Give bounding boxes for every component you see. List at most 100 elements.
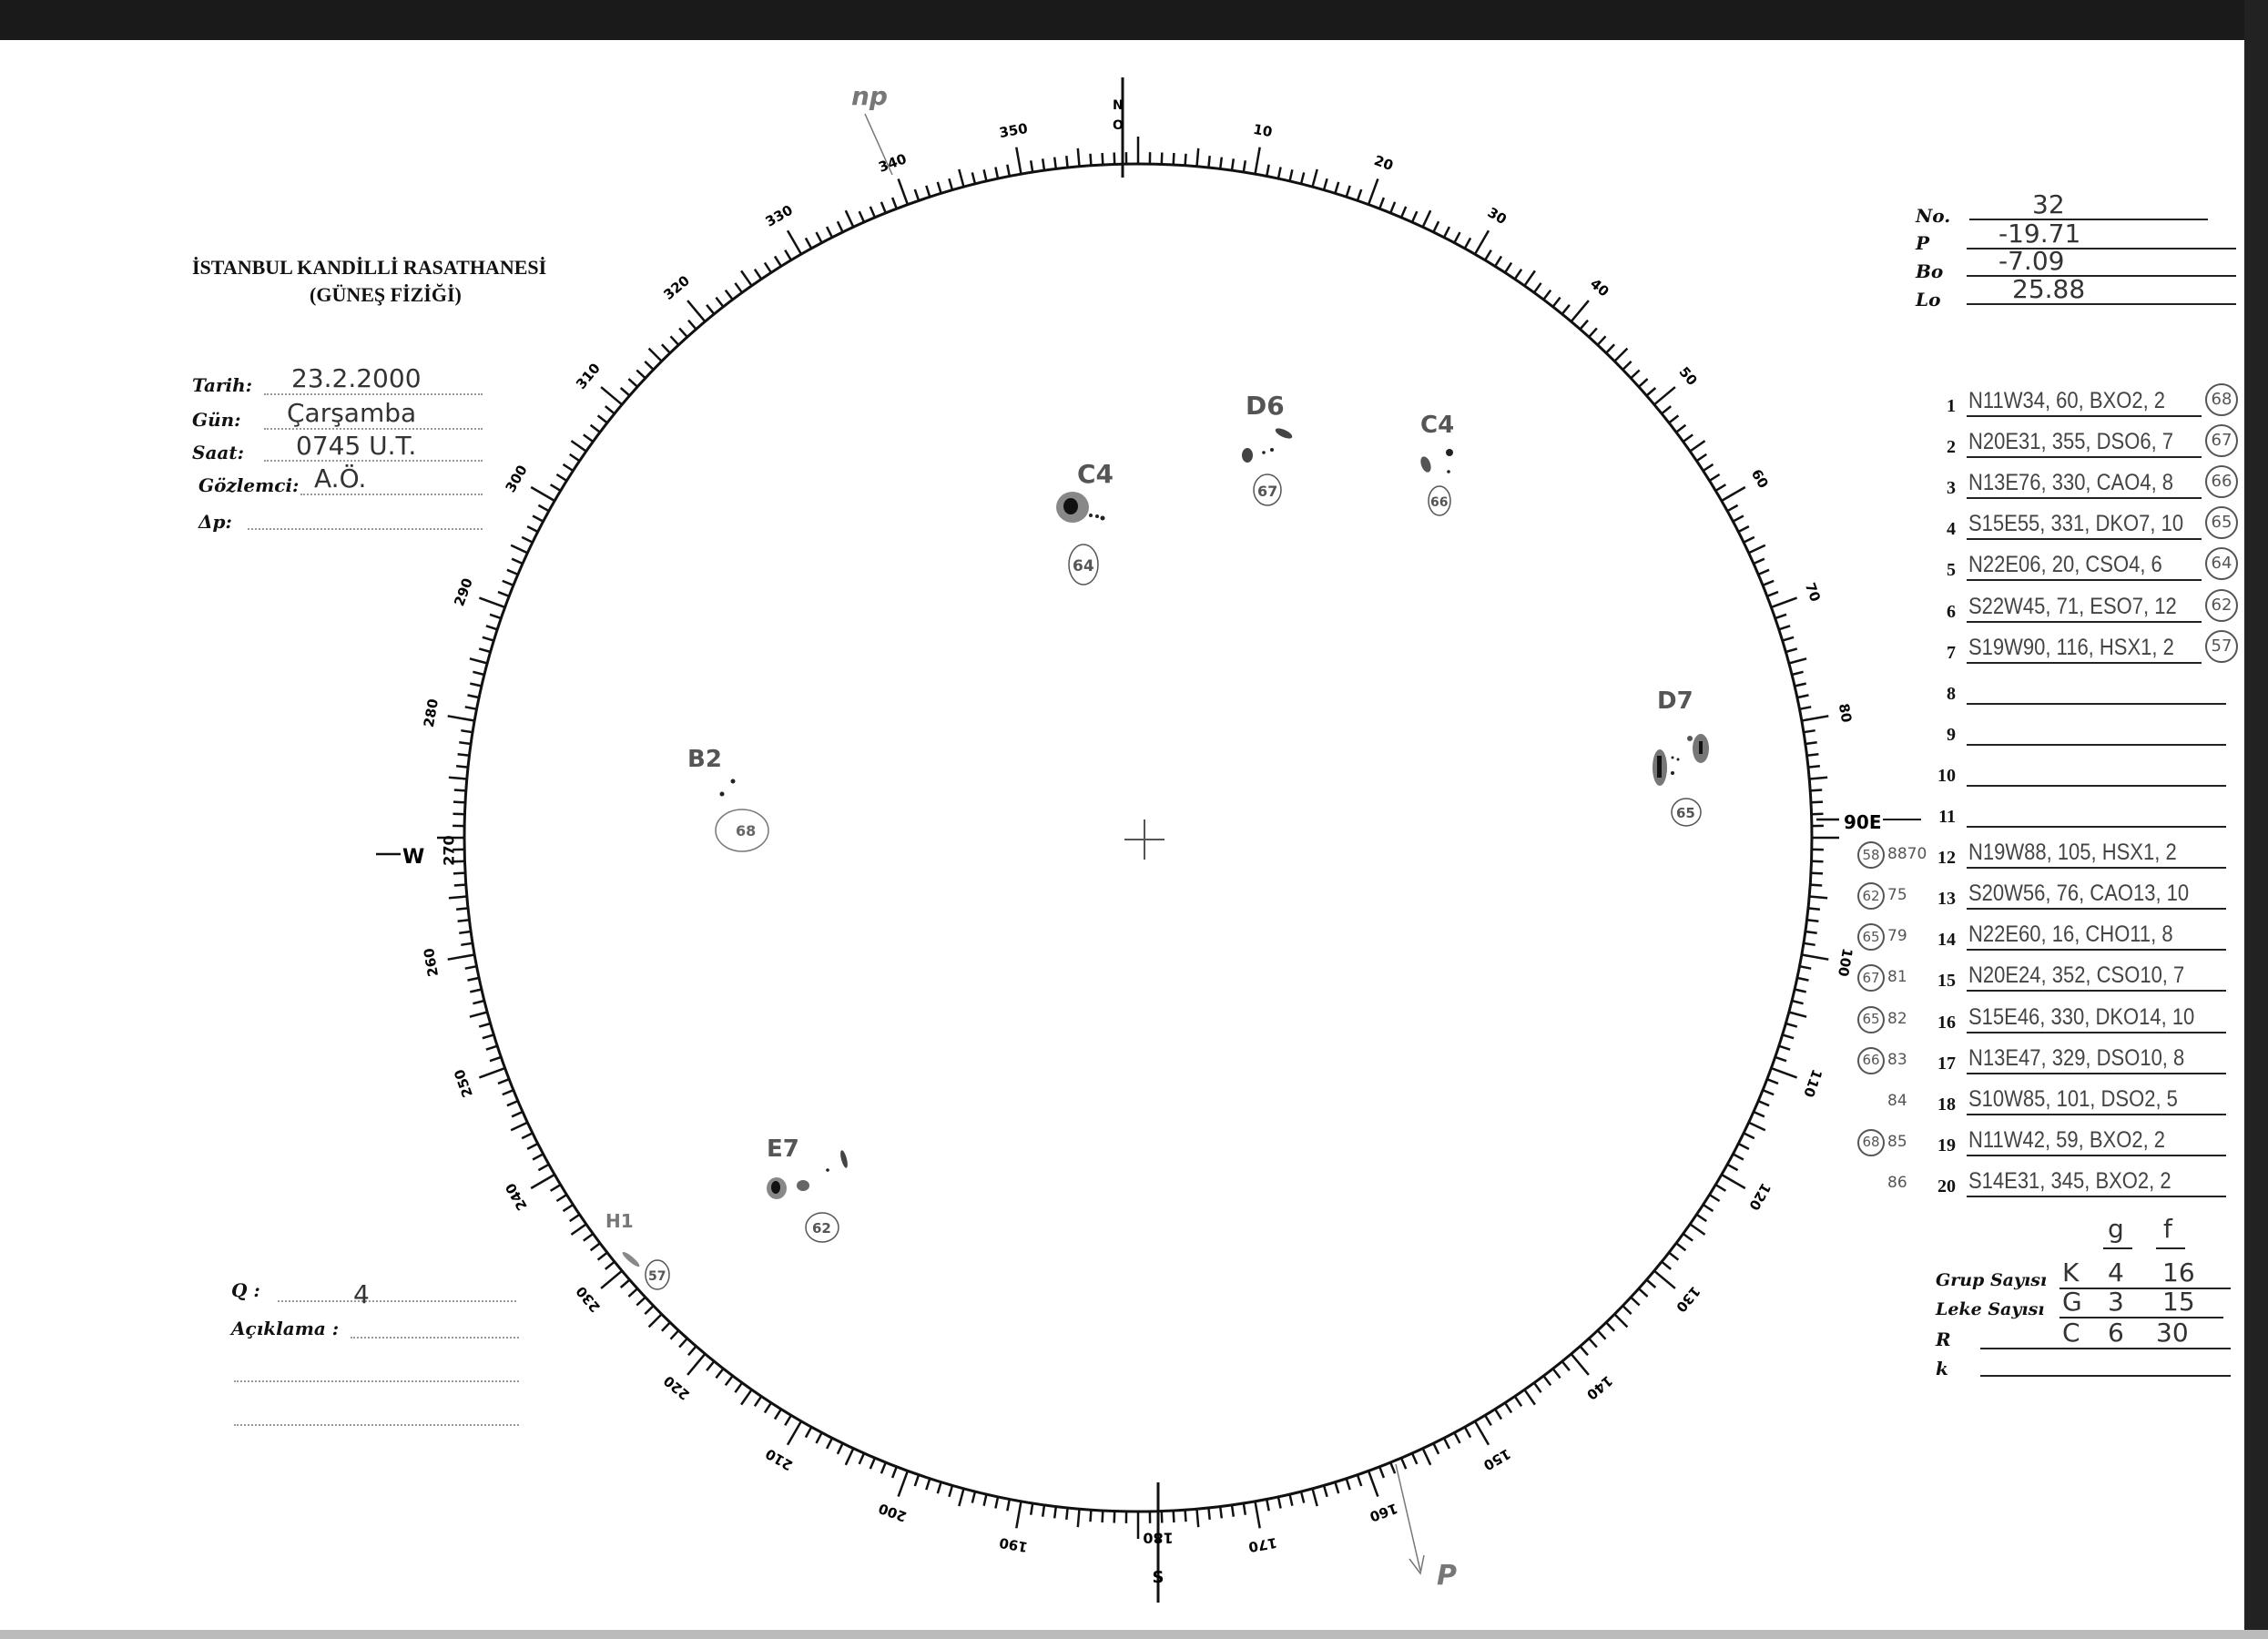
row-entry: S20W56, 76, CAO13, 10 — [1968, 881, 2190, 907]
row-line — [1967, 867, 2226, 870]
row-group-id-circle: 57 — [2205, 629, 2238, 663]
scan-border-bottom — [0, 1630, 2268, 1639]
p-line — [1967, 248, 2236, 249]
row-group-id-circle: 65 — [2205, 506, 2238, 540]
sunspot-pore — [1671, 771, 1674, 775]
group-type-label: C4 — [1077, 459, 1114, 489]
sunspot — [797, 1180, 809, 1191]
row-line — [1967, 949, 2226, 952]
group-id: 57 — [648, 1269, 666, 1284]
sunspot-pore — [1095, 514, 1099, 518]
row-line — [1967, 784, 2226, 787]
p-value: -19.71 — [1998, 219, 2081, 249]
r-g: 6 — [2108, 1318, 2124, 1348]
sunspot — [1420, 456, 1431, 473]
sunspot — [840, 1150, 848, 1168]
scale-label-160: 160 — [1368, 1500, 1400, 1525]
q-value: 4 — [353, 1279, 370, 1309]
row-entry: N20E31, 355, DSO6, 7 — [1968, 429, 2174, 455]
sunspot — [730, 779, 736, 784]
r-label: R — [1936, 1329, 1951, 1350]
p-axis-line — [1395, 1463, 1421, 1572]
leke-g: 3 — [2108, 1287, 2124, 1317]
group-id: 67 — [1257, 483, 1277, 500]
row-number: 11 — [1938, 807, 1956, 827]
saat-line — [264, 460, 483, 462]
row-number: 14 — [1937, 930, 1956, 951]
delta-p-line — [248, 528, 483, 530]
solar-limb — [463, 162, 1814, 1513]
row-entry: N13E76, 330, CAO4, 8 — [1968, 470, 2174, 496]
scale-label-240: 240 — [503, 1180, 531, 1213]
north-zero: O — [1113, 118, 1124, 133]
sunspot-group-b2-68: B2 68 — [687, 746, 769, 852]
scale-label-260: 260 — [421, 947, 442, 978]
tarih-label: Tarih: — [192, 374, 252, 396]
row-number: 8 — [1947, 683, 1956, 704]
south-180: 180 — [1143, 1530, 1173, 1547]
row-noaa-number: 75 — [1887, 886, 1907, 905]
group-id-circle — [645, 1259, 670, 1290]
saat-label: Saat: — [192, 442, 244, 463]
q-line — [278, 1300, 516, 1302]
gozlemci-value: A.Ö. — [314, 463, 367, 494]
row-number: 20 — [1937, 1176, 1956, 1196]
group-id-circle — [805, 1212, 839, 1243]
row-entry: N22E06, 20, CSO4, 6 — [1968, 552, 2162, 578]
scale-label-20: 20 — [1372, 152, 1396, 174]
row-group-id-circle: 64 — [2205, 547, 2238, 581]
west-270: 270 — [441, 835, 458, 865]
row-line — [1967, 826, 2226, 828]
gozlemci-line — [300, 494, 483, 495]
group-id: 64 — [1073, 557, 1094, 575]
scale-label-110: 110 — [1800, 1067, 1826, 1100]
south-letter: S — [1153, 1568, 1165, 1587]
scale-label-40: 40 — [1587, 275, 1612, 300]
sunspot-pore — [1676, 758, 1680, 761]
scale-label-330: 330 — [763, 202, 796, 230]
row-entry: N19W88, 105, HSX1, 2 — [1968, 840, 2177, 866]
tarih-line — [264, 393, 483, 395]
q-label: Q : — [231, 1279, 260, 1301]
scale-label-130: 130 — [1673, 1283, 1704, 1316]
scale-label-350: 350 — [998, 120, 1029, 141]
scale-label-280: 280 — [421, 697, 442, 728]
group-id: 68 — [736, 822, 756, 840]
saat-value: 0745 U.T. — [296, 431, 417, 461]
scale-label-220: 220 — [660, 1372, 693, 1403]
row-number: 1 — [1947, 396, 1956, 416]
sunspot-group-d6-67: D6 67 — [1242, 391, 1293, 506]
row-noaa-number: 86 — [1887, 1173, 1907, 1192]
row-noaa-number: 84 — [1887, 1091, 1907, 1110]
col-f-header: f — [2163, 1214, 2172, 1244]
gozlemci-label: Gözlemci: — [198, 474, 300, 496]
scale-label-30: 30 — [1485, 204, 1510, 228]
lo-line — [1967, 303, 2236, 305]
row-entry: N22E60, 16, CHO11, 8 — [1968, 921, 2173, 948]
row-left-circle: 65 — [1857, 923, 1885, 952]
east-label: 90E — [1844, 811, 1882, 833]
sunspot-pore — [1671, 756, 1674, 759]
scale-label-10: 10 — [1252, 121, 1274, 140]
row-number: 6 — [1947, 601, 1956, 622]
row-line — [1967, 1072, 2226, 1074]
row-group-id-circle: 66 — [2205, 465, 2238, 499]
r-f: 30 — [2156, 1318, 2189, 1348]
tarih-value: 23.2.2000 — [291, 363, 422, 393]
scan-border-top — [0, 0, 2268, 40]
scale-label-230: 230 — [573, 1283, 604, 1316]
sunspot-pore — [826, 1168, 829, 1172]
group-id-circle — [1428, 485, 1451, 516]
gun-label: Gün: — [192, 409, 241, 431]
no-line — [1969, 219, 2208, 220]
sunspot-group-h1-57: H1 57 — [605, 1210, 670, 1290]
institution-title: İSTANBUL KANDİLLİ RASATHANESİ — [192, 256, 547, 279]
leke-sayisi-label: Leke Sayısı — [1936, 1299, 2045, 1319]
lo-value: 25.88 — [2012, 274, 2086, 304]
group-type-label: C4 — [1420, 412, 1454, 439]
scale-label-100: 100 — [1835, 947, 1856, 978]
scale-label-210: 210 — [763, 1445, 796, 1473]
row-number: 13 — [1937, 889, 1956, 910]
sunspot — [719, 791, 725, 797]
